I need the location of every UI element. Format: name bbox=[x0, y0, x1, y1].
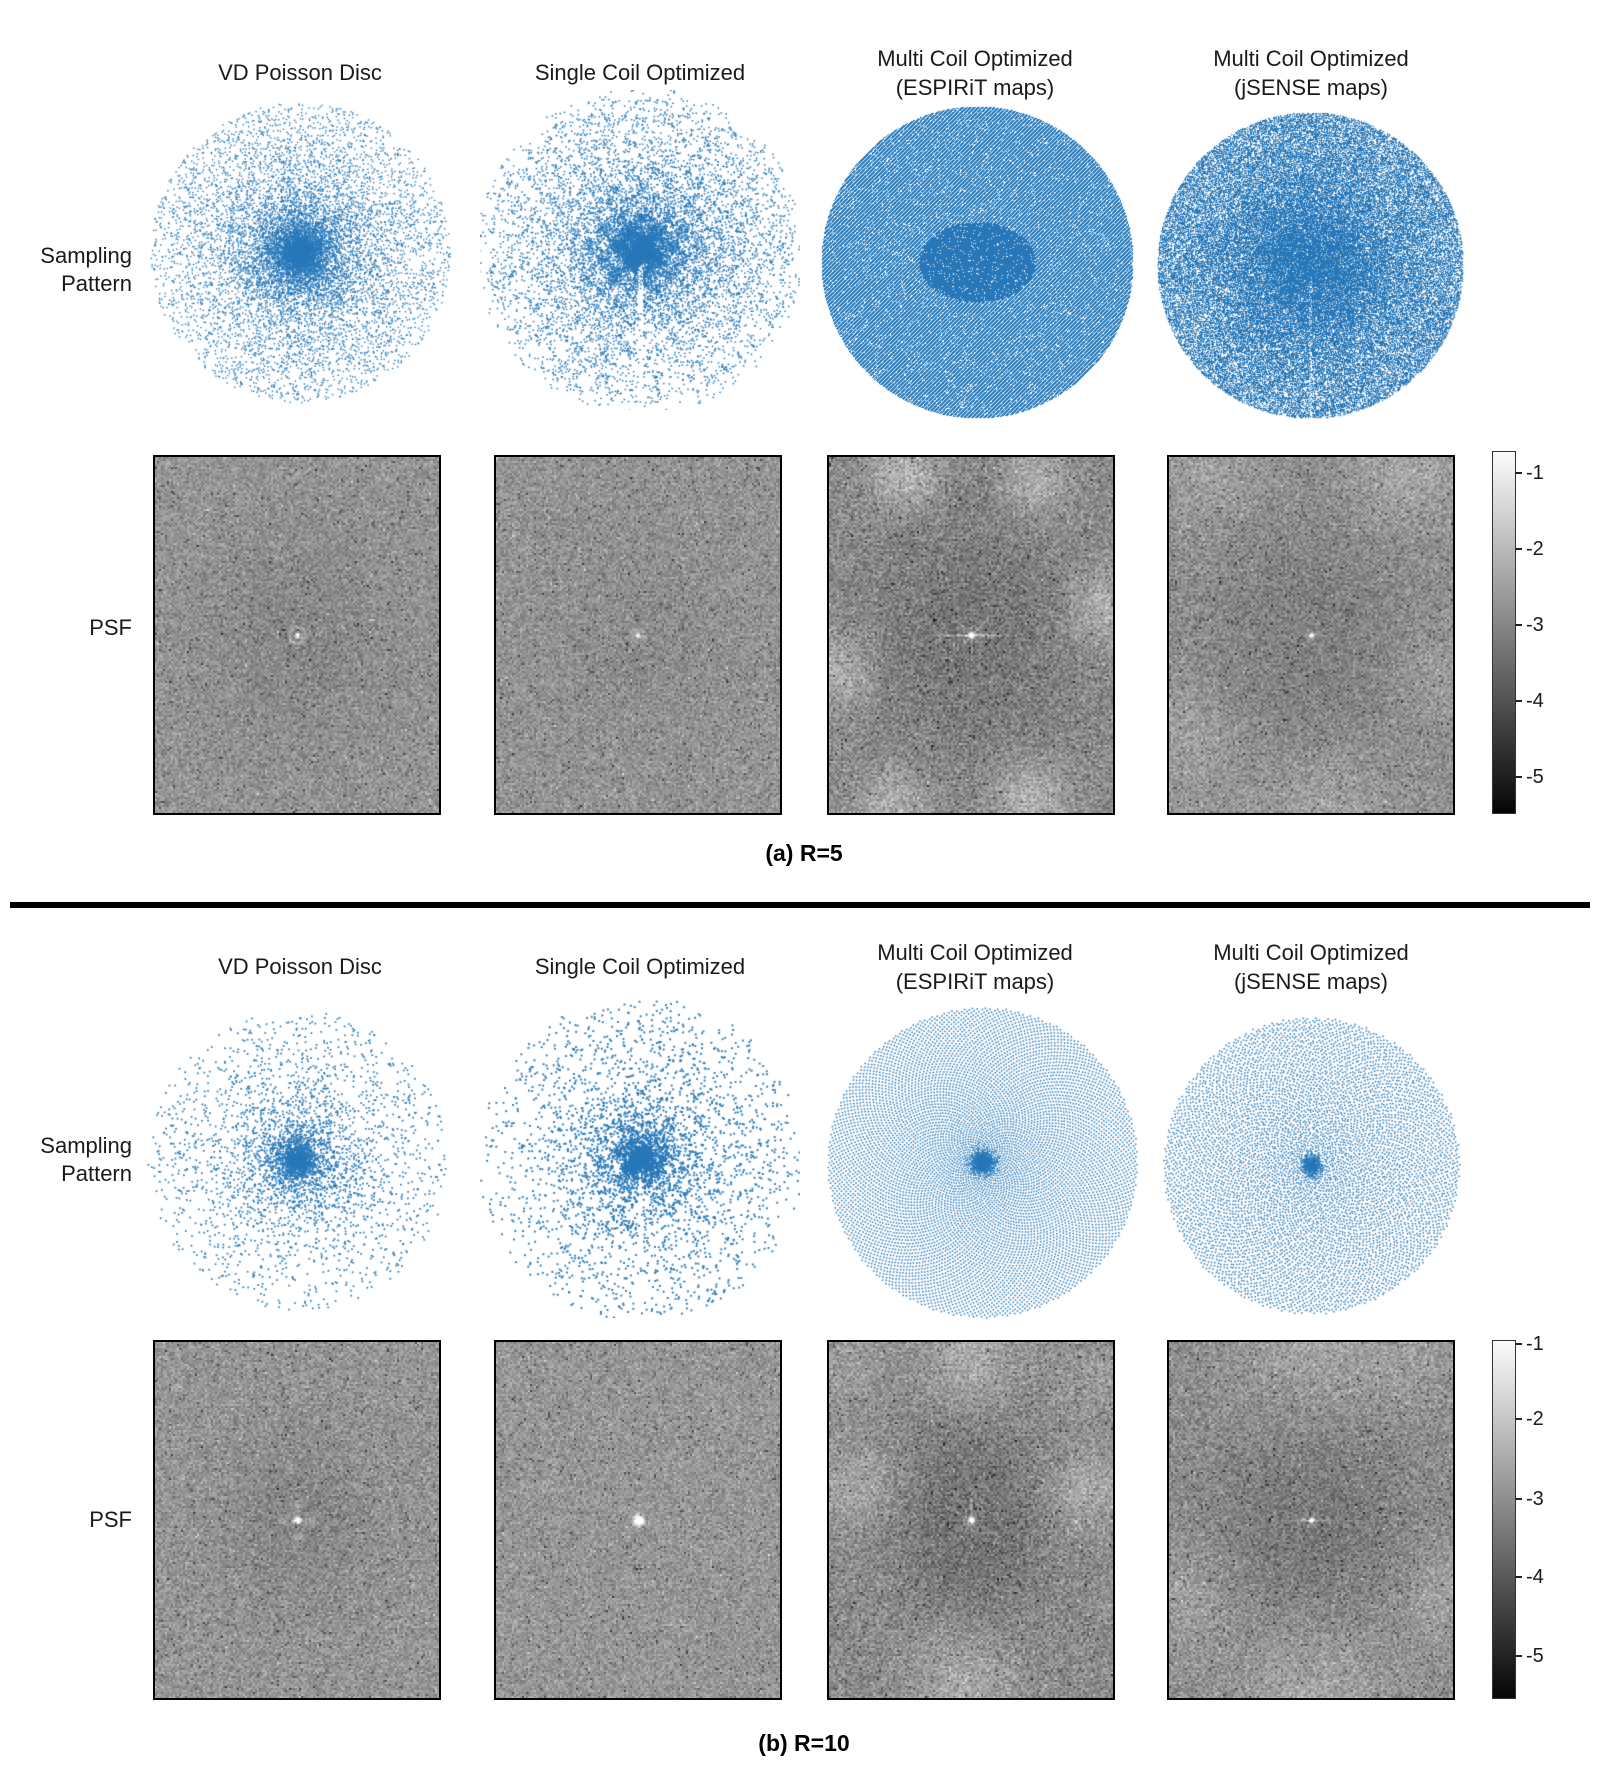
colorbar-tick-label: -4 bbox=[1526, 1566, 1544, 1588]
colorbar-tick bbox=[1515, 472, 1522, 474]
sampling-pattern-b-espirit bbox=[822, 1002, 1142, 1322]
psf-frame-b-vd-poisson bbox=[153, 1340, 441, 1700]
colorbar-b bbox=[1492, 1340, 1516, 1699]
psf-frame-b-jsense bbox=[1167, 1340, 1455, 1700]
sampling-pattern-b-jsense bbox=[1151, 1005, 1471, 1325]
colorbar-tick-label: -2 bbox=[1526, 538, 1544, 560]
column-title-line2: (jSENSE maps) bbox=[1233, 75, 1389, 100]
psf-frame-a-single-coil bbox=[494, 455, 782, 815]
psf-frame-a-vd-poisson bbox=[153, 455, 441, 815]
colorbar-tick bbox=[1515, 1498, 1522, 1500]
psf-b-jsense bbox=[1169, 1342, 1453, 1698]
column-title-line1: Multi Coil Optimized bbox=[1213, 939, 1409, 965]
colorbar-tick bbox=[1515, 776, 1522, 778]
row-label-line2: Pattern bbox=[61, 271, 132, 296]
column-title-espirit-b: Multi Coil Optimized (ESPIRiT maps) bbox=[805, 936, 1145, 998]
row-label-line1: Sampling bbox=[40, 1133, 132, 1158]
column-title-line1: Multi Coil Optimized bbox=[877, 45, 1073, 71]
psf-b-vd-poisson bbox=[155, 1342, 439, 1698]
column-title-line1: Single Coil Optimized bbox=[534, 954, 746, 980]
colorbar-tick-label: -1 bbox=[1526, 1333, 1544, 1355]
colorbar-tick-label: -5 bbox=[1526, 1645, 1544, 1667]
row-label-psf: PSF bbox=[89, 1507, 132, 1532]
column-title-espirit-a: Multi Coil Optimized (ESPIRiT maps) bbox=[805, 42, 1145, 104]
column-title-line1: Single Coil Optimized bbox=[534, 60, 746, 86]
sampling-pattern-a-espirit bbox=[817, 102, 1137, 422]
sampling-pattern-a-vd-poisson bbox=[140, 92, 460, 412]
column-title-jsense-b: Multi Coil Optimized (jSENSE maps) bbox=[1141, 936, 1481, 998]
row-label-sampling-pattern-a: Sampling Pattern bbox=[8, 242, 132, 298]
column-title-line2: (jSENSE maps) bbox=[1233, 969, 1389, 994]
column-title-vd-poisson-a: VD Poisson Disc bbox=[130, 42, 470, 104]
colorbar-tick-label: -3 bbox=[1526, 614, 1544, 636]
column-title-jsense-a: Multi Coil Optimized (jSENSE maps) bbox=[1141, 42, 1481, 104]
psf-frame-b-espirit bbox=[827, 1340, 1115, 1700]
row-label-line2: Pattern bbox=[61, 1161, 132, 1186]
colorbar-tick-label: -3 bbox=[1526, 1488, 1544, 1510]
column-title-line1: VD Poisson Disc bbox=[218, 60, 382, 86]
column-title-line1: VD Poisson Disc bbox=[218, 954, 382, 980]
column-title-single-coil-a: Single Coil Optimized bbox=[470, 42, 810, 104]
sampling-pattern-b-vd-poisson bbox=[137, 1000, 457, 1320]
column-title-line1: Multi Coil Optimized bbox=[877, 939, 1073, 965]
caption-panel-b: (b) R=10 bbox=[758, 1730, 850, 1756]
colorbar-a bbox=[1492, 451, 1516, 814]
row-label-psf-a: PSF bbox=[8, 614, 132, 642]
colorbar-tick bbox=[1515, 1576, 1522, 1578]
colorbar-tick-label: -5 bbox=[1526, 766, 1544, 788]
colorbar-tick bbox=[1515, 1655, 1522, 1657]
colorbar-tick bbox=[1515, 700, 1522, 702]
caption-panel-a: (a) R=5 bbox=[765, 840, 843, 866]
psf-frame-b-single-coil bbox=[494, 1340, 782, 1700]
column-title-line2: (ESPIRiT maps) bbox=[895, 75, 1055, 100]
psf-b-single-coil bbox=[496, 1342, 780, 1698]
column-title-single-coil-b: Single Coil Optimized bbox=[470, 936, 810, 998]
row-label-sampling-pattern-b: Sampling Pattern bbox=[8, 1132, 132, 1188]
colorbar-tick-label: -1 bbox=[1526, 462, 1544, 484]
colorbar-tick bbox=[1515, 548, 1522, 550]
psf-frame-a-jsense bbox=[1167, 455, 1455, 815]
colorbar-tick-label: -4 bbox=[1526, 690, 1544, 712]
psf-a-vd-poisson bbox=[155, 457, 439, 813]
colorbar-tick bbox=[1515, 624, 1522, 626]
sampling-pattern-a-jsense bbox=[1150, 105, 1470, 425]
psf-a-espirit bbox=[829, 457, 1113, 813]
sampling-pattern-b-single-coil bbox=[480, 998, 800, 1318]
psf-a-jsense bbox=[1169, 457, 1453, 813]
psf-a-single-coil bbox=[496, 457, 780, 813]
column-title-line2: (ESPIRiT maps) bbox=[895, 969, 1055, 994]
row-label-line1: Sampling bbox=[40, 243, 132, 268]
colorbar-tick bbox=[1515, 1418, 1522, 1420]
row-label-psf: PSF bbox=[89, 615, 132, 640]
sampling-pattern-a-single-coil bbox=[480, 90, 800, 410]
column-title-line1: Multi Coil Optimized bbox=[1213, 45, 1409, 71]
psf-frame-a-espirit bbox=[827, 455, 1115, 815]
colorbar-tick-label: -2 bbox=[1526, 1408, 1544, 1430]
colorbar-tick bbox=[1515, 1343, 1522, 1345]
row-label-psf-b: PSF bbox=[8, 1506, 132, 1534]
panel-divider bbox=[10, 902, 1590, 908]
psf-b-espirit bbox=[829, 1342, 1113, 1698]
column-title-vd-poisson-b: VD Poisson Disc bbox=[130, 936, 470, 998]
